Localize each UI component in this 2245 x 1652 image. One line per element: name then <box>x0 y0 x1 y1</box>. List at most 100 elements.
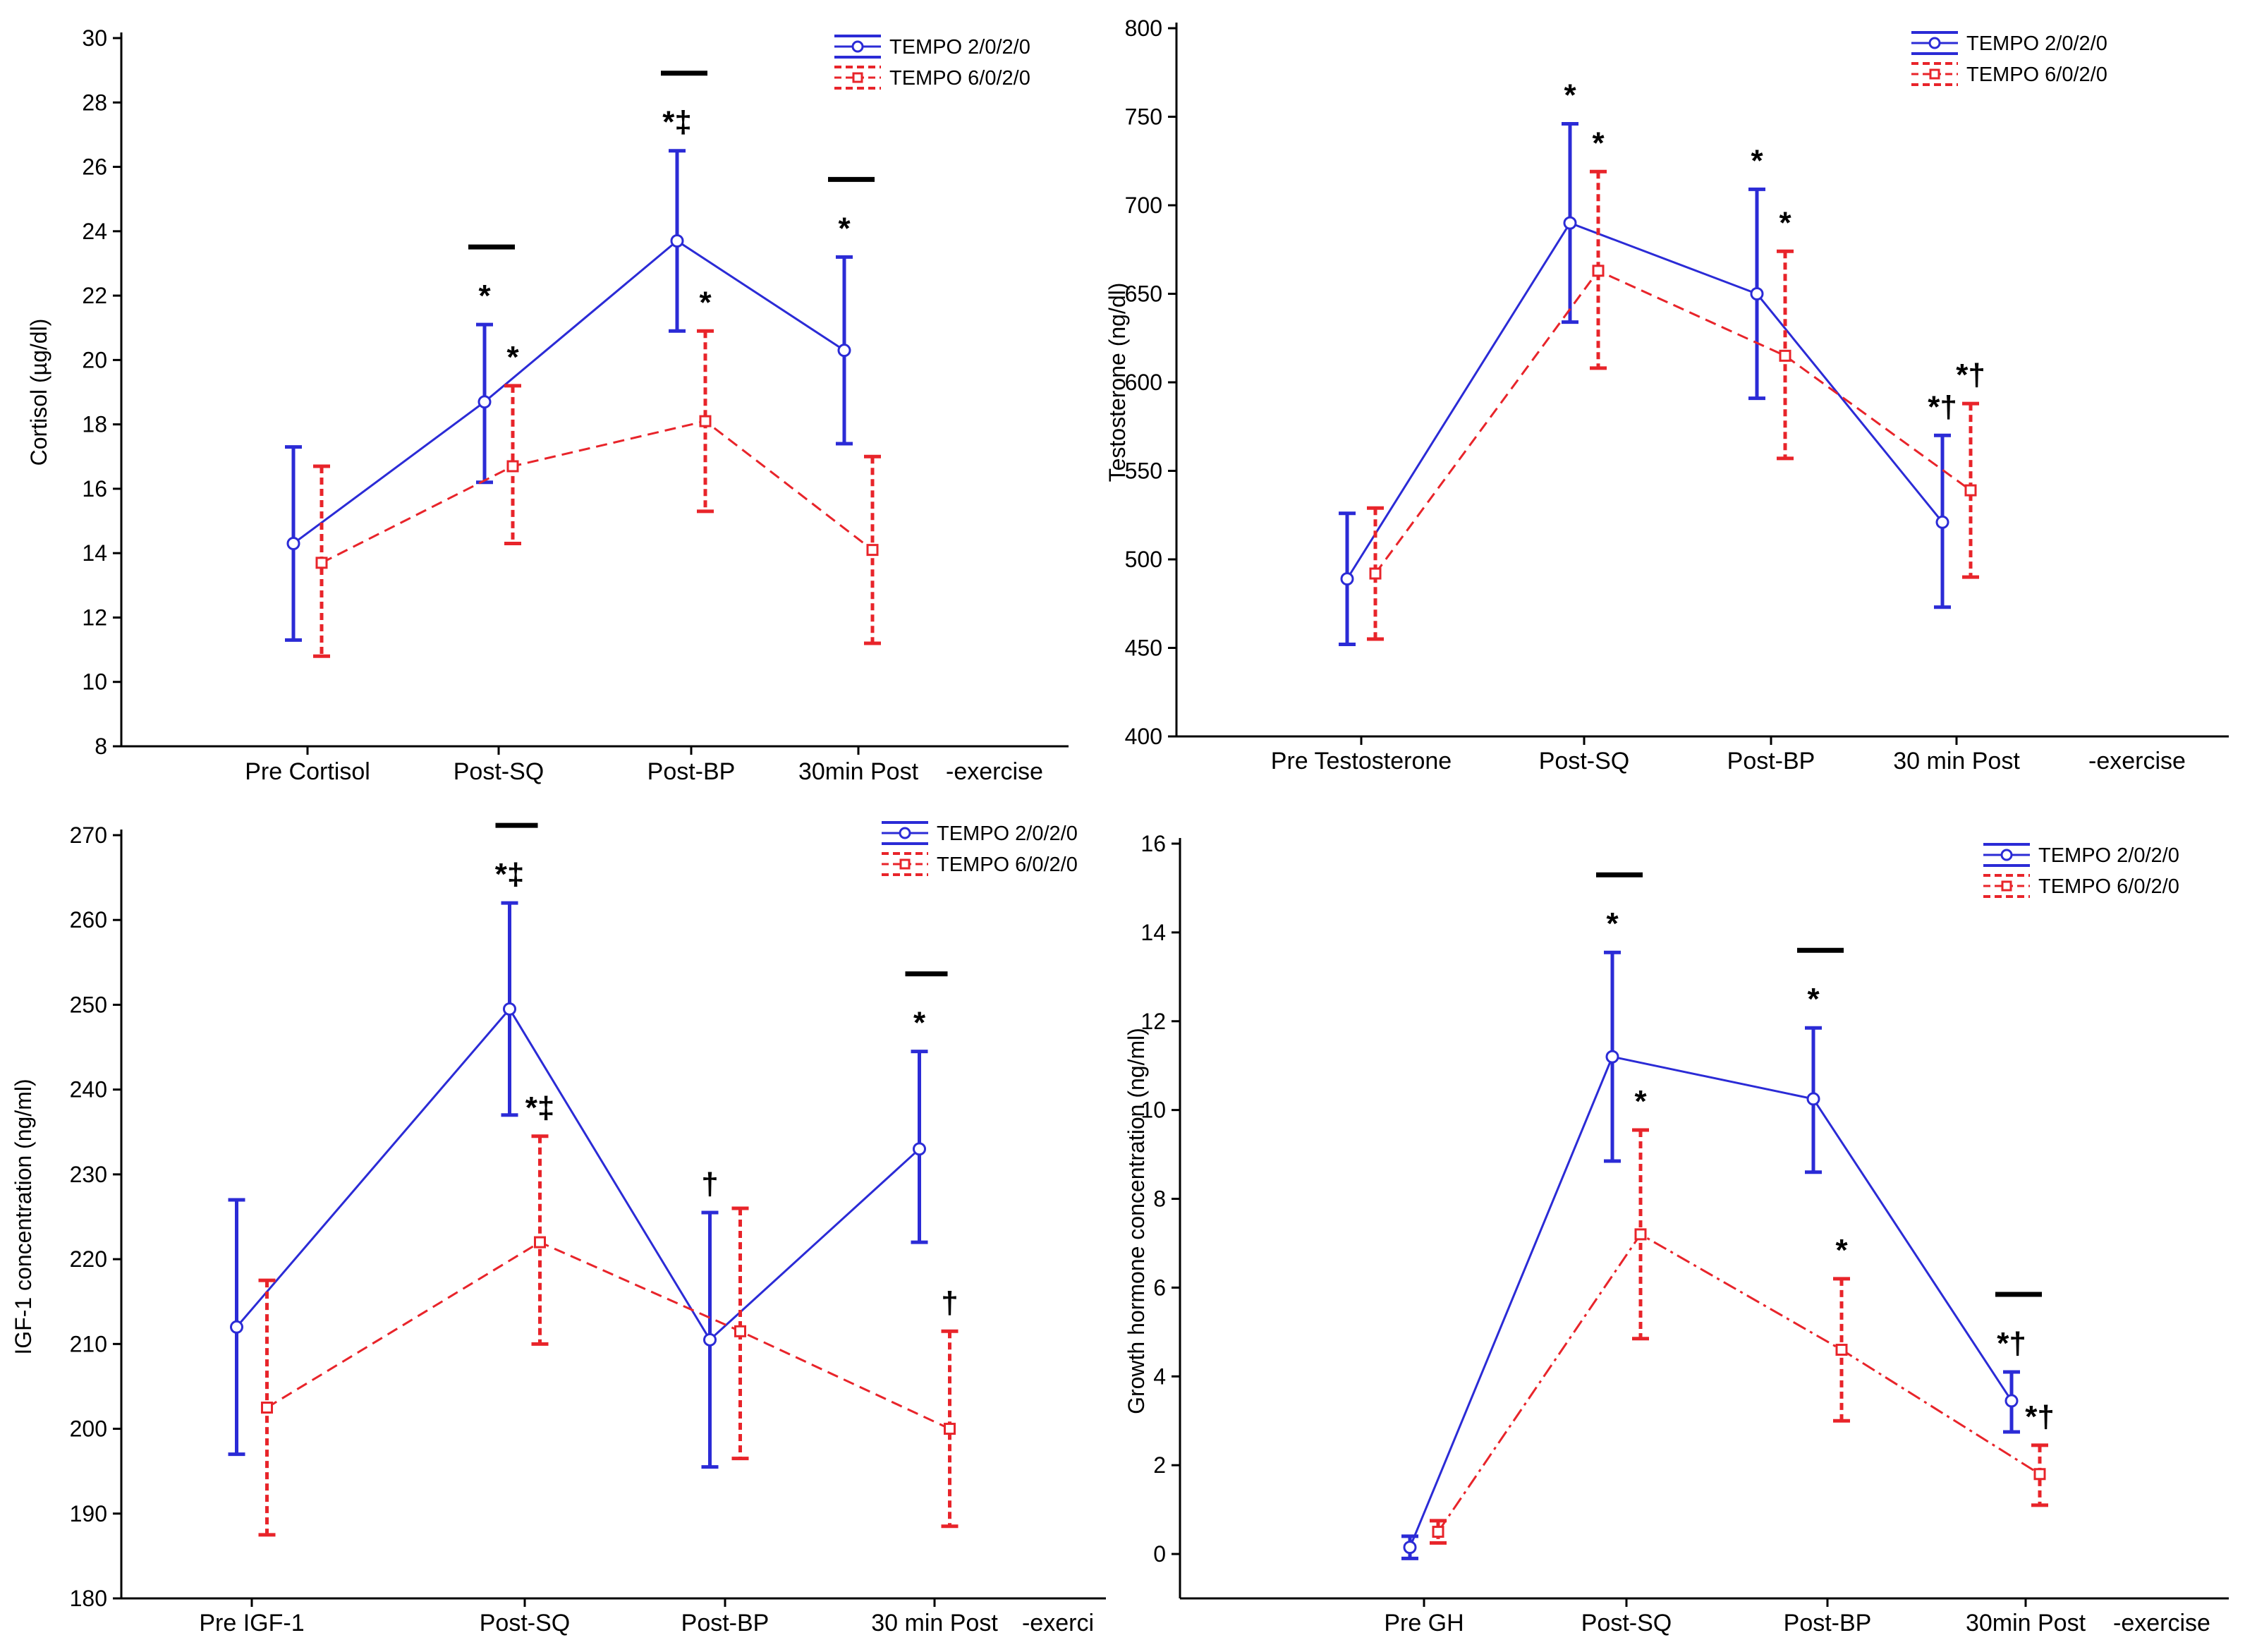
y-tick-label: 450 <box>1125 636 1162 661</box>
y-tick-label: 10 <box>82 669 107 695</box>
significance-marker: * <box>838 211 851 245</box>
data-point-tempo-2020 <box>286 536 300 550</box>
data-point-tempo-6020 <box>1432 1526 1444 1538</box>
data-point-tempo-2020 <box>230 1320 243 1334</box>
x-axis-suffix: -exercise <box>2113 1610 2210 1636</box>
data-point-tempo-2020 <box>1750 287 1764 300</box>
data-point-tempo-2020 <box>1605 1050 1619 1064</box>
y-tick-label: 16 <box>82 476 107 502</box>
data-point-tempo-6020 <box>2033 1468 2046 1481</box>
legend: TEMPO 2/0/2/0 TEMPO 6/0/2/0 <box>882 821 1078 876</box>
data-point-tempo-6020 <box>1835 1344 1848 1356</box>
y-axis-label: Testosterone (ng/dl) <box>1105 283 1130 482</box>
y-tick-label: 6 <box>1153 1275 1166 1300</box>
significance-marker: *† <box>2025 1399 2055 1434</box>
chart-cortisol: 8 10 12 14 16 18 20 22 24 26 28 30 Pre Cortisol Post-… <box>26 25 1069 785</box>
y-tick-label: 190 <box>70 1501 107 1526</box>
series-line-tempo-6020 <box>1374 269 1971 574</box>
data-point-tempo-6020 <box>506 460 519 473</box>
significance-marker: *† <box>1956 358 1985 392</box>
legend-label: TEMPO 6/0/2/0 <box>937 854 1078 876</box>
significance-marker: *† <box>1997 1326 2026 1361</box>
legend-label: TEMPO 6/0/2/0 <box>2038 875 2179 898</box>
data-point-tempo-2020 <box>2004 1394 2019 1408</box>
data-point-tempo-2020 <box>670 234 684 248</box>
significance-marker: * <box>1564 78 1576 113</box>
data-point-tempo-2020 <box>1935 515 1949 529</box>
legend-marker <box>2000 849 2013 861</box>
legend-marker <box>899 858 911 870</box>
y-axis-label: Growth hormone concentration (ng/ml) <box>1124 1028 1149 1414</box>
legend-marker <box>2001 880 2012 892</box>
y-tick-label: 250 <box>70 992 107 1017</box>
legend-label: TEMPO 2/0/2/0 <box>937 822 1078 845</box>
data-point-tempo-6020 <box>534 1236 546 1249</box>
data-point-tempo-6020 <box>261 1402 273 1414</box>
significance-marker: * <box>1835 1233 1848 1268</box>
y-tick-label: 700 <box>1125 193 1162 218</box>
significance-marker: * <box>913 1006 926 1040</box>
significance-marker: *‡ <box>525 1091 555 1125</box>
significance-marker: † <box>701 1167 718 1201</box>
x-category-label: Pre Cortisol <box>245 758 370 785</box>
series-line-tempo-2020 <box>293 239 845 545</box>
y-tick-label: 230 <box>70 1162 107 1187</box>
data-point-tempo-2020 <box>503 1002 516 1016</box>
data-point-tempo-2020 <box>913 1142 926 1156</box>
significance-marker: * <box>1779 205 1791 240</box>
x-category-label: Post-BP <box>681 1610 769 1636</box>
legend-label: TEMPO 6/0/2/0 <box>889 67 1030 90</box>
y-tick-label: 2 <box>1153 1452 1166 1478</box>
significance-marker: * <box>478 279 491 313</box>
x-axis-suffix: -exercise <box>2088 748 2186 775</box>
series-line-tempo-2020 <box>236 1007 920 1342</box>
y-tick-label: 12 <box>82 605 107 630</box>
x-category-label: Post-BP <box>647 758 736 785</box>
data-point-tempo-6020 <box>315 557 328 569</box>
significance-marker: † <box>941 1285 958 1320</box>
y-axis-label: IGF-1 concentration (ng/ml) <box>11 1079 36 1354</box>
x-category-label: Post-SQ <box>480 1610 570 1636</box>
data-point-tempo-2020 <box>1563 216 1577 230</box>
x-category-label: Post-SQ <box>1539 748 1629 775</box>
legend-marker <box>899 827 911 839</box>
legend-marker <box>1929 68 1940 80</box>
y-tick-label: 14 <box>1140 920 1166 945</box>
x-category-label: Post-SQ <box>454 758 544 785</box>
x-category-label: Post-BP <box>1727 748 1815 775</box>
y-tick-label: 18 <box>82 412 107 437</box>
y-tick-label: 12 <box>1140 1009 1166 1034</box>
chart-gh: 0 2 4 6 8 10 12 14 16 Pre GH Post-SQ Post-BP 30min P… <box>1124 831 2229 1636</box>
data-point-tempo-6020 <box>1634 1228 1647 1241</box>
legend-label: TEMPO 2/0/2/0 <box>889 36 1030 59</box>
x-category-label: Post-SQ <box>1581 1610 1672 1636</box>
x-category-label: Post-BP <box>1784 1610 1872 1636</box>
y-tick-label: 200 <box>70 1416 107 1442</box>
data-point-tempo-6020 <box>1592 265 1605 277</box>
data-point-tempo-2020 <box>477 395 492 409</box>
significance-marker: * <box>506 340 519 375</box>
y-tick-label: 8 <box>95 734 107 759</box>
y-tick-label: 260 <box>70 907 107 933</box>
legend-label: TEMPO 2/0/2/0 <box>2038 844 2179 867</box>
significance-marker: * <box>699 285 712 320</box>
chart-igf1: 180 190 200 210 220 230 240 250 260 270 Pre IGF-1 P… <box>11 821 1106 1636</box>
data-point-tempo-6020 <box>1964 484 1977 497</box>
data-point-tempo-2020 <box>703 1332 717 1347</box>
x-category-label: 30 min Post <box>871 1610 998 1636</box>
data-point-tempo-6020 <box>866 544 879 557</box>
y-tick-label: 28 <box>82 90 107 115</box>
series-line-tempo-2020 <box>1346 221 1944 580</box>
legend-label: TEMPO 2/0/2/0 <box>1966 32 2107 55</box>
series-line-tempo-2020 <box>1409 1055 2013 1548</box>
significance-marker: * <box>1592 126 1605 160</box>
y-tick-label: 22 <box>82 283 107 308</box>
y-tick-label: 180 <box>70 1586 107 1611</box>
significance-marker: *† <box>1928 389 1957 424</box>
chart-testosterone: 400 450 500 550 600 650 700 750 800 Pre Testoster… <box>1105 16 2229 775</box>
x-category-label: 30min Post <box>798 758 919 785</box>
y-tick-label: 4 <box>1153 1363 1166 1389</box>
y-tick-label: 20 <box>82 347 107 372</box>
series-line-tempo-6020 <box>266 1241 951 1430</box>
